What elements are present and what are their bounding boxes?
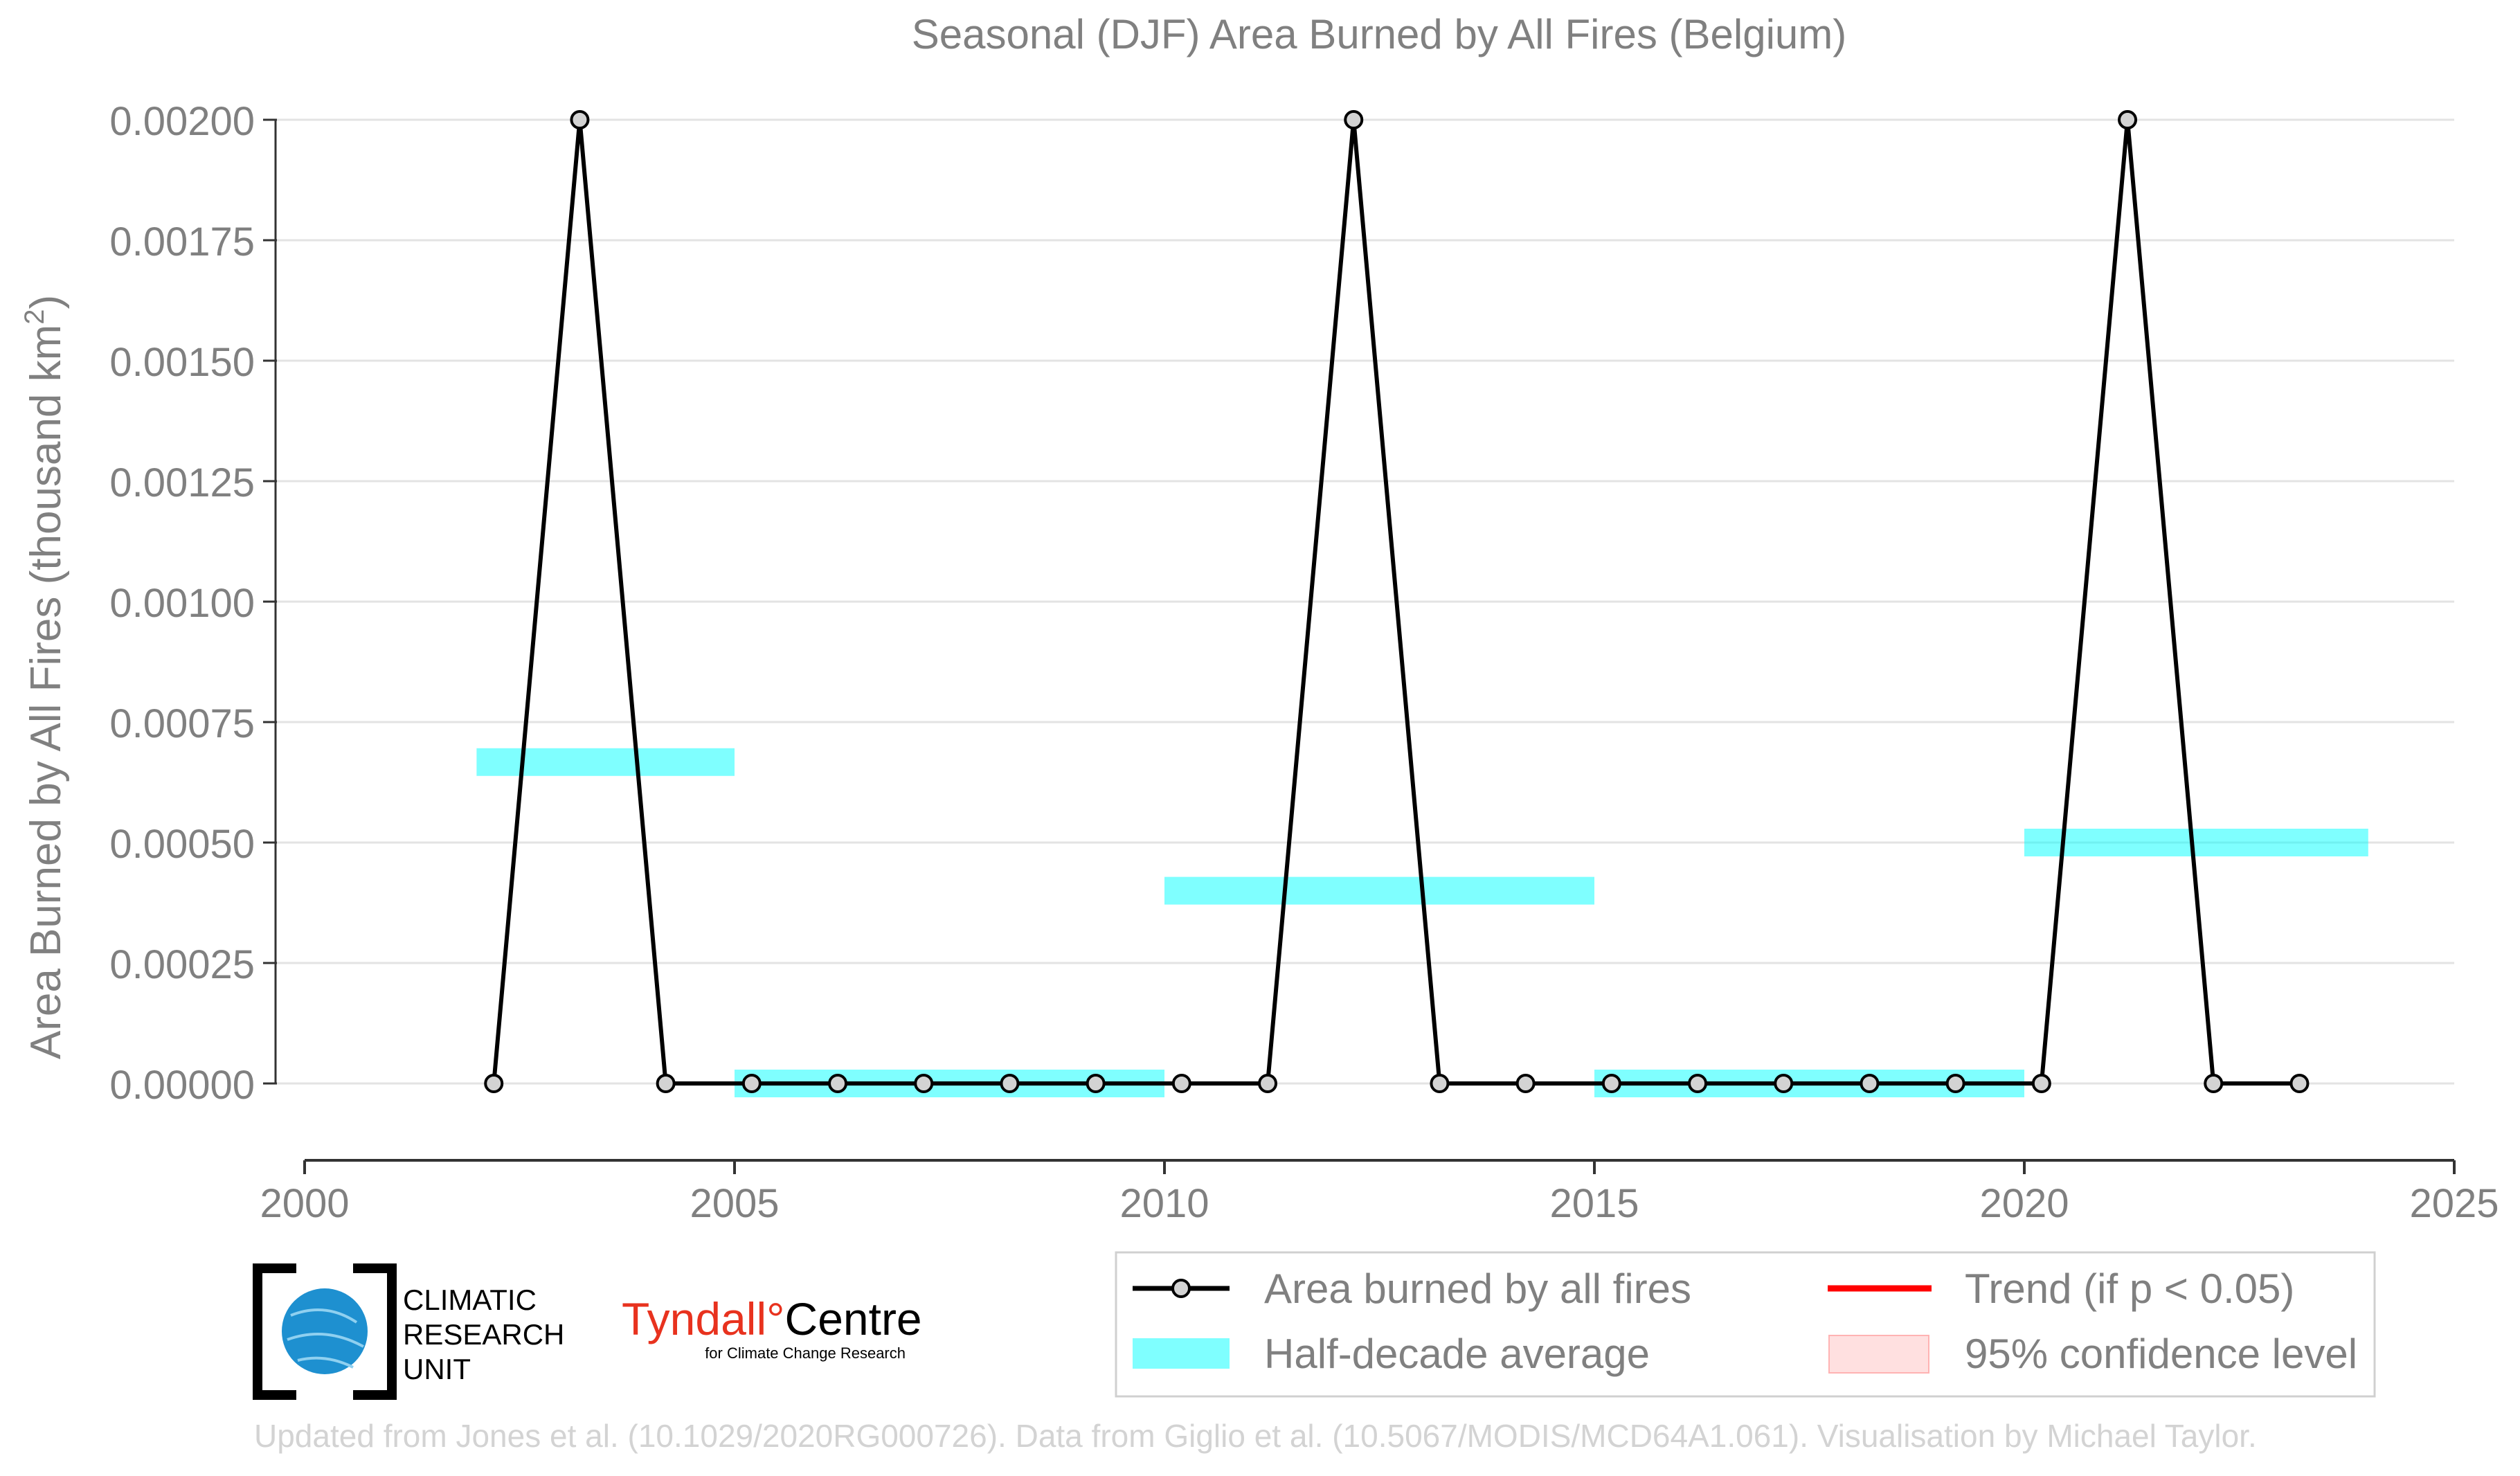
data-point: [2118, 110, 2138, 129]
x-tick-label: 2020: [1979, 1181, 2069, 1226]
half-decade-average-bands: [476, 748, 2368, 1097]
y-tick-label: 0.00050: [109, 822, 255, 867]
data-point: [2289, 1074, 2310, 1093]
series-line: [492, 118, 2300, 1086]
data-point: [2031, 1074, 2051, 1093]
y-tick-label: 0.00100: [109, 581, 255, 626]
legend-swatch-confidence: [1828, 1335, 1929, 1374]
y-tick-label: 0.00075: [109, 701, 255, 746]
axes: 0.00000 0.00025 0.00050 0.00075 0.00100 0.001…: [109, 99, 2499, 1226]
data-point: [656, 1074, 676, 1093]
chart-title: Seasonal (DJF) Area Burned by All Fires …: [912, 11, 1847, 57]
x-tick-label: 2010: [1119, 1181, 1209, 1226]
x-tick-label: 2025: [2409, 1181, 2499, 1226]
legend-label-half-decade: Half-decade average: [1264, 1331, 1650, 1377]
data-point: [2204, 1074, 2224, 1093]
data-point: [1258, 1074, 1278, 1093]
y-tick-label: 0.00125: [109, 460, 255, 505]
data-point: [1601, 1074, 1621, 1093]
x-tick-label: 2000: [260, 1181, 349, 1226]
cru-logo-line2: RESEARCH: [403, 1318, 564, 1351]
legend-swatch-half-decade: [1133, 1338, 1230, 1369]
cru-logo-line3: UNIT: [403, 1353, 471, 1385]
cru-bracket-left: [253, 1263, 296, 1400]
y-tick-label: 0.00000: [109, 1063, 255, 1108]
data-point: [828, 1074, 848, 1093]
legend-marker-area-burned: [1171, 1279, 1191, 1298]
tyndall-tagline: for Climate Change Research: [705, 1344, 906, 1362]
cru-logo: CLIMATIC RESEARCH UNIT: [253, 1263, 564, 1400]
tyndall-wordmark: Tyndall°Centre: [622, 1293, 922, 1344]
data-point: [914, 1074, 934, 1093]
y-axis-label: Area Burned by All Fires (thousand km2): [19, 295, 70, 1059]
y-tick-label: 0.00150: [109, 340, 255, 385]
cru-globe-swirl: [287, 1308, 364, 1369]
x-tick-label: 2005: [690, 1181, 779, 1226]
data-point: [1430, 1074, 1450, 1093]
data-point: [1515, 1074, 1536, 1093]
data-point: [1000, 1074, 1020, 1093]
y-tick-label: 0.00200: [109, 99, 255, 144]
series-area-burned: [484, 110, 2310, 1093]
data-point: [1344, 110, 1364, 129]
data-point: [1945, 1074, 1965, 1093]
tyndall-logo: Tyndall°Centre for Climate Change Resear…: [622, 1293, 922, 1362]
footer-credit: Updated from Jones et al. (10.1029/2020R…: [254, 1418, 2257, 1454]
cru-logo-line1: CLIMATIC: [403, 1284, 537, 1316]
data-point: [484, 1074, 504, 1093]
legend-label-confidence: 95% confidence level: [1965, 1331, 2357, 1377]
half-decade-bar: [1164, 876, 1594, 905]
legend-box: [1115, 1251, 2376, 1398]
data-point: [1086, 1074, 1106, 1093]
cru-globe-icon: [282, 1288, 368, 1374]
data-point: [1774, 1074, 1794, 1093]
data-point: [1688, 1074, 1708, 1093]
y-tick-label: 0.00175: [109, 219, 255, 264]
data-point: [570, 110, 590, 129]
legend-label-area-burned: Area burned by all fires: [1264, 1266, 1691, 1312]
cru-bracket-right: [353, 1263, 397, 1400]
legend-label-trend: Trend (if p < 0.05): [1965, 1266, 2294, 1312]
half-decade-bar: [476, 748, 735, 776]
data-point: [741, 1074, 762, 1093]
grid-lines: [277, 118, 2454, 1085]
data-point: [1171, 1074, 1191, 1093]
y-tick-label: 0.00025: [109, 942, 255, 987]
data-point: [1860, 1074, 1880, 1093]
legend: Area burned by all fires Trend (if p < 0…: [1115, 1251, 2376, 1398]
x-tick-label: 2015: [1549, 1181, 1639, 1226]
half-decade-bar: [2024, 829, 2368, 856]
